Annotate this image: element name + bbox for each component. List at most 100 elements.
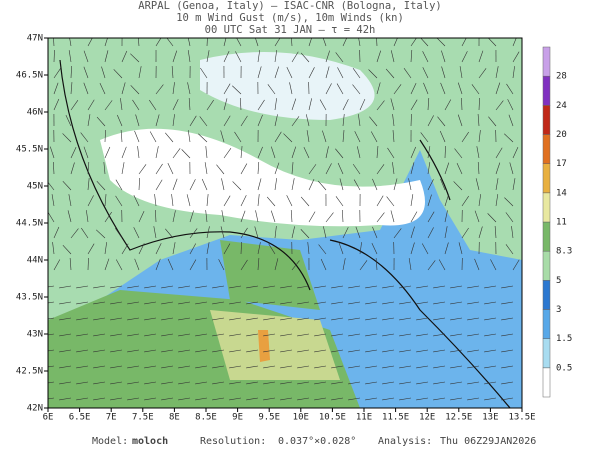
wind-barb [189,210,194,223]
wind-barb [416,285,429,289]
wind-barb [137,38,140,47]
wind-barb [365,285,378,289]
wind-barb [212,365,225,369]
wind-barb [331,349,344,353]
wind-barb [475,178,480,191]
wind-barb [144,301,157,305]
wind-barb [83,82,89,95]
wind-barb [408,178,412,191]
wind-barb [149,131,157,143]
wind-barb [206,242,210,255]
wind-barb [199,116,208,127]
field-low [100,128,425,227]
colorbar-band [542,280,551,310]
y-tick-label: 47N [27,34,43,44]
wind-barb [59,349,72,353]
y-tick-label: 45.5N [16,145,43,155]
colorbar-band [542,338,551,369]
wind-barb [161,397,174,401]
wind-barb [240,242,242,255]
wind-barb [195,397,208,401]
wind-barb [48,181,55,191]
wind-barb [501,301,514,305]
wind-barb [205,146,208,159]
wind-barb [218,259,225,271]
wind-barb [484,285,497,289]
wind-barb [478,226,483,239]
wind-barb [291,116,300,127]
wind-barb [331,317,344,321]
wind-barb [161,317,174,321]
wind-barb [390,210,395,223]
wind-barb [416,381,429,385]
wind-barb [266,196,276,207]
wind-barb [96,229,106,239]
wind-barb [505,212,514,223]
y-tick-label: 43.5N [16,293,43,303]
wind-barb [314,365,327,369]
wind-barb [68,194,72,207]
wind-barb [501,285,514,289]
colorbar-band [542,221,551,252]
wind-barb [297,333,310,337]
wind-barb [195,365,208,369]
wind-barb [376,50,382,63]
wind-barb [382,365,395,369]
wind-barb [437,116,446,127]
wind-barb [341,210,344,223]
wind-barb [342,38,348,47]
wind-barb [263,285,276,289]
wind-barb [133,227,140,239]
wind-barb [458,242,463,255]
wind-barb [240,210,246,223]
wind-barb [512,66,515,79]
x-tick-label: 10E [293,413,309,423]
field-strong [210,310,340,380]
wind-barb [178,349,191,353]
wind-barb [165,228,174,239]
wind-barb [504,133,514,143]
wind-barb [422,67,429,79]
header-line: 00 UTC Sat 31 JAN – τ = 42h [205,24,376,36]
wind-barb [274,131,282,143]
wind-barb [110,317,123,321]
wind-barb [433,333,446,337]
wind-barb [127,349,140,353]
x-tick-label: 11.5E [382,413,409,423]
wind-barb [427,194,432,207]
wind-barb [365,365,378,369]
wind-barb [155,258,161,271]
wind-barb [83,50,89,63]
wind-barb [427,179,434,191]
wind-barb [370,131,378,143]
wind-barb [484,333,497,337]
wind-barb [303,147,310,159]
wind-barb [70,228,79,239]
wind-barb [135,114,140,127]
wind-barb [297,349,310,353]
colorbar-label: 20 [556,130,567,140]
wind-barb [420,132,429,143]
wind-barb [172,148,181,159]
wind-barb [206,50,210,63]
wind-barb [200,67,208,79]
wind-barb [444,99,452,111]
wind-barb [229,317,242,321]
wind-barb [410,38,417,47]
wind-barb [376,195,384,207]
wind-barb [297,317,310,321]
wind-barb [421,243,429,255]
wind-barb [201,178,208,191]
x-tick-label: 7E [106,413,117,423]
wind-barb [93,397,106,401]
wind-barb [478,130,481,143]
wind-barb [335,196,344,207]
wind-barb [280,317,293,321]
wind-barb [155,114,160,127]
wind-barb [172,50,178,63]
wind-barb [467,301,480,305]
wind-barb [335,148,344,159]
wind-barb [240,146,243,159]
wind-barb [297,397,310,401]
wind-barb [382,285,395,289]
